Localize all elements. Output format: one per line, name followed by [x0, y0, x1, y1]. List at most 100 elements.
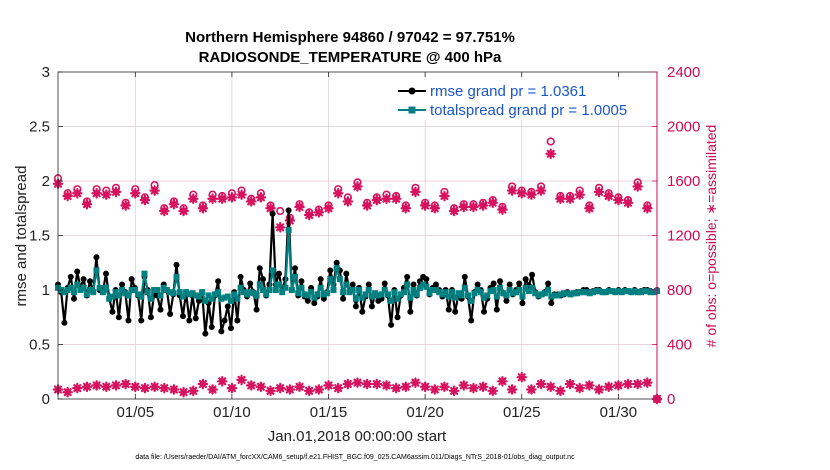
- x-tick-label: 01/25: [503, 404, 541, 421]
- obs-low-assimilated-marker: [294, 381, 305, 393]
- totalspread-point: [641, 288, 648, 295]
- totalspread-point: [173, 273, 180, 280]
- legend-marker-rmse: [408, 87, 416, 95]
- footnote: data file: /Users/raeder/DAI/ATM_forcXX/…: [135, 454, 575, 461]
- x-tick-label: 01/20: [406, 404, 444, 421]
- rmse-point: [215, 278, 222, 285]
- totalspread-point: [554, 292, 561, 299]
- totalspread-point: [292, 273, 299, 280]
- obs-assimilated-marker: [168, 198, 180, 210]
- obs-low-assimilated-marker: [62, 386, 73, 398]
- rmse-point: [218, 328, 225, 335]
- rmse-point: [285, 207, 292, 214]
- totalspread-point: [426, 290, 433, 297]
- totalspread-point: [285, 227, 292, 234]
- totalspread-point: [609, 288, 616, 295]
- totalspread-point: [160, 284, 167, 291]
- totalspread-point: [391, 289, 398, 296]
- rmse-point: [192, 315, 199, 322]
- totalspread-point: [407, 294, 414, 301]
- obs-assimilated-marker: [139, 194, 151, 206]
- legend-label-rmse: rmse grand pr = 1.0361: [430, 83, 586, 100]
- obs-low-assimilated-marker: [477, 381, 489, 393]
- totalspread-point: [628, 289, 635, 296]
- rmse-point: [545, 280, 552, 287]
- obs-assimilated-marker: [555, 193, 566, 205]
- obs-assimilated-marker: [207, 193, 218, 205]
- rmse-point: [157, 306, 164, 313]
- totalspread-point: [131, 287, 138, 293]
- obs-low-assimilated-marker: [236, 374, 247, 386]
- obs-low-assimilated-marker: [216, 375, 228, 387]
- totalspread-point: [186, 291, 193, 298]
- obs-low-assimilated-marker: [564, 378, 576, 390]
- rmse-point: [80, 276, 87, 283]
- totalspread-point: [138, 293, 145, 300]
- totalspread-point: [208, 295, 215, 302]
- totalspread-point: [644, 288, 651, 295]
- obs-low-assimilated-marker: [400, 381, 412, 393]
- obs-low-assimilated-marker: [91, 380, 102, 391]
- totalspread-point: [243, 291, 250, 298]
- obs-assimilated-marker: [323, 202, 334, 214]
- totalspread-point: [650, 289, 657, 296]
- obs-assimilated-marker: [448, 205, 460, 217]
- y-tick-label-right: 0: [667, 391, 675, 408]
- totalspread-point: [234, 295, 241, 302]
- rmse-point: [522, 276, 529, 283]
- totalspread-point: [541, 290, 548, 297]
- totalspread-point: [452, 294, 459, 301]
- totalspread-point: [74, 281, 81, 288]
- totalspread-point: [487, 288, 494, 295]
- totalspread-point: [157, 292, 164, 299]
- totalspread-point: [436, 289, 443, 296]
- obs-assimilated-marker: [91, 187, 102, 199]
- rmse-point: [93, 254, 100, 261]
- totalspread-point: [602, 289, 609, 296]
- y-tick-label-right: 1200: [667, 228, 700, 245]
- obs-low-assimilated-marker: [149, 381, 160, 393]
- obs-assimilated-marker: [197, 202, 209, 214]
- totalspread-point: [596, 288, 603, 295]
- totalspread-point: [567, 291, 574, 298]
- totalspread-point: [538, 291, 545, 298]
- totalspread-point: [80, 284, 87, 291]
- rmse-point: [119, 281, 126, 288]
- totalspread-point: [276, 281, 283, 288]
- legend-box: [392, 80, 650, 120]
- totalspread-point: [192, 292, 199, 299]
- y-tick-label-right: 800: [667, 282, 692, 299]
- totalspread-point: [119, 287, 126, 293]
- x-tick-label: 01/10: [213, 404, 251, 421]
- rmse-point: [234, 317, 241, 324]
- rmse-point: [407, 308, 414, 315]
- rmse-point: [237, 273, 244, 280]
- totalspread-point: [365, 287, 372, 293]
- totalspread-point: [519, 293, 526, 300]
- totalspread-point: [362, 291, 369, 298]
- totalspread-point: [269, 267, 276, 274]
- obs-low-assimilated-marker: [516, 371, 528, 383]
- totalspread-point: [631, 288, 638, 295]
- y-tick-label-left: 2.5: [29, 119, 50, 136]
- obs-assimilated-marker: [516, 187, 528, 199]
- obs-assimilated-marker: [439, 190, 450, 202]
- obs-assimilated-marker: [129, 187, 141, 199]
- totalspread-point: [327, 276, 334, 283]
- rmse-point: [224, 303, 231, 310]
- totalspread-point: [346, 289, 353, 296]
- rmse-point: [445, 306, 452, 313]
- obs-assimilated-marker: [313, 207, 325, 218]
- totalspread-point: [202, 297, 209, 304]
- rmse-point: [128, 276, 135, 283]
- rmse-point: [481, 308, 488, 315]
- obs-low-assimilated-marker: [371, 378, 383, 390]
- totalspread-point: [144, 289, 151, 296]
- totalspread-point: [381, 287, 388, 293]
- totalspread-point: [589, 289, 596, 296]
- obs-assimilated-marker: [526, 189, 537, 200]
- rmse-point: [256, 265, 263, 272]
- obs-low-assimilated-marker: [226, 382, 238, 394]
- obs-low-assimilated-marker: [187, 385, 199, 397]
